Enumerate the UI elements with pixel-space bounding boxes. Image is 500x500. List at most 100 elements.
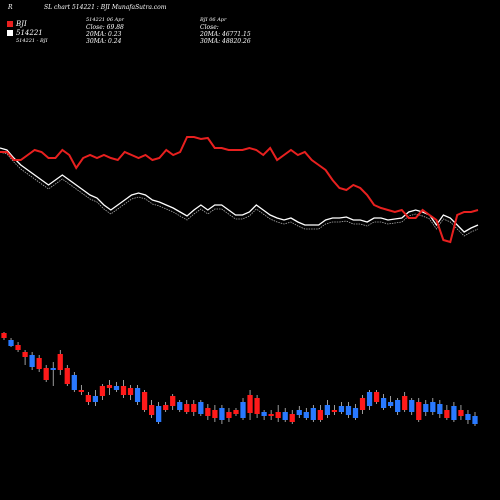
- candle-body: [345, 406, 352, 415]
- candle-body: [409, 400, 415, 412]
- candle: [261, 410, 267, 420]
- candle-body: [198, 402, 204, 414]
- stats-right-line1: BJI 06 Apr: [200, 17, 227, 23]
- series-line-514221: [0, 147, 479, 233]
- candle: [191, 400, 197, 416]
- candle-body: [352, 408, 359, 418]
- candle: [219, 405, 225, 424]
- candle: [331, 405, 338, 415]
- candle-body: [106, 385, 113, 388]
- candle-body: [282, 412, 288, 420]
- candle-body: [43, 368, 49, 380]
- candle-body: [289, 414, 295, 422]
- candle-body: [148, 405, 155, 415]
- candle-body: [29, 355, 35, 367]
- candle: [141, 390, 148, 412]
- candle-chart-layer: [1, 332, 478, 426]
- candle-body: [163, 405, 169, 410]
- legend-label-bji: BJI: [16, 20, 27, 28]
- candle: [324, 400, 331, 418]
- legend-pair-label: 514221 - BJI: [16, 38, 48, 44]
- candle: [22, 350, 28, 365]
- candle: [8, 338, 14, 347]
- candle: [444, 405, 450, 420]
- candle: [71, 372, 77, 392]
- candle: [240, 398, 246, 420]
- candle-body: [465, 414, 471, 420]
- candle: [395, 398, 401, 415]
- candle-body: [191, 404, 197, 412]
- candle-body: [268, 414, 274, 416]
- candle-body: [430, 402, 436, 412]
- candle: [416, 398, 422, 422]
- stats-right-line2: Close:: [200, 24, 219, 31]
- candle-body: [317, 410, 323, 420]
- candle: [402, 392, 408, 412]
- candle-body: [303, 412, 309, 418]
- candle: [57, 350, 63, 375]
- stats-right-line3: 20MA: 46771.15: [200, 31, 251, 38]
- candle-body: [92, 396, 99, 402]
- candle-body: [184, 404, 190, 412]
- candle-body: [423, 404, 429, 412]
- candle: [163, 402, 169, 412]
- candle: [296, 406, 302, 418]
- stats-left-line2: Close: 69.88: [86, 24, 124, 31]
- stats-left-line3: 20MA: 0.23: [86, 31, 122, 38]
- candle: [388, 396, 394, 408]
- legend-swatch-bji: [7, 21, 13, 27]
- candle: [345, 402, 352, 418]
- candle: [92, 390, 99, 406]
- stats-left-line1: 514221 06 Apr: [86, 17, 124, 23]
- candle: [254, 395, 260, 418]
- candle: [113, 382, 120, 392]
- candle: [127, 385, 134, 400]
- candle: [317, 405, 323, 422]
- candle-body: [78, 390, 84, 392]
- candle: [36, 355, 42, 372]
- candle: [282, 408, 288, 422]
- candle-body: [156, 406, 162, 422]
- candle-body: [247, 395, 253, 413]
- candle: [64, 365, 70, 386]
- candle: [184, 400, 190, 414]
- candle: [366, 390, 373, 410]
- candle: [226, 408, 232, 422]
- candle: [437, 400, 443, 418]
- candle-body: [71, 375, 77, 390]
- stats-left-line4: 30MA: 0.24: [86, 38, 122, 45]
- candle-body: [402, 396, 408, 410]
- candle: [148, 400, 155, 418]
- candle-body: [64, 368, 70, 384]
- candle-body: [36, 358, 42, 369]
- series-line-bji: [0, 136, 479, 244]
- candle-body: [275, 412, 281, 418]
- candle: [409, 398, 415, 415]
- legend-label-514221: 514221: [16, 29, 43, 37]
- candle: [78, 385, 84, 395]
- candle-body: [261, 412, 267, 416]
- candle: [451, 402, 457, 422]
- legend-swatch-514221: [7, 30, 13, 36]
- candle-body: [373, 392, 380, 402]
- candle-body: [226, 412, 232, 418]
- candle: [212, 405, 218, 422]
- candle-body: [458, 410, 464, 416]
- candle: [99, 384, 106, 400]
- chart-title: SL chart 514221 : BJI MunafaSutra.com: [44, 4, 167, 11]
- candle-body: [324, 405, 331, 415]
- candle-body: [15, 345, 21, 350]
- legend-item-bji: BJI: [7, 20, 27, 28]
- candle: [170, 394, 176, 410]
- candle: [247, 390, 253, 420]
- candle: [177, 400, 183, 412]
- candle-body: [444, 410, 450, 418]
- candle-body: [99, 386, 106, 396]
- candle-body: [134, 388, 141, 402]
- candle: [352, 404, 359, 420]
- candle: [15, 342, 21, 352]
- candle: [120, 380, 127, 398]
- candle: [85, 392, 91, 405]
- candle-body: [395, 400, 401, 412]
- candle-body: [451, 406, 457, 420]
